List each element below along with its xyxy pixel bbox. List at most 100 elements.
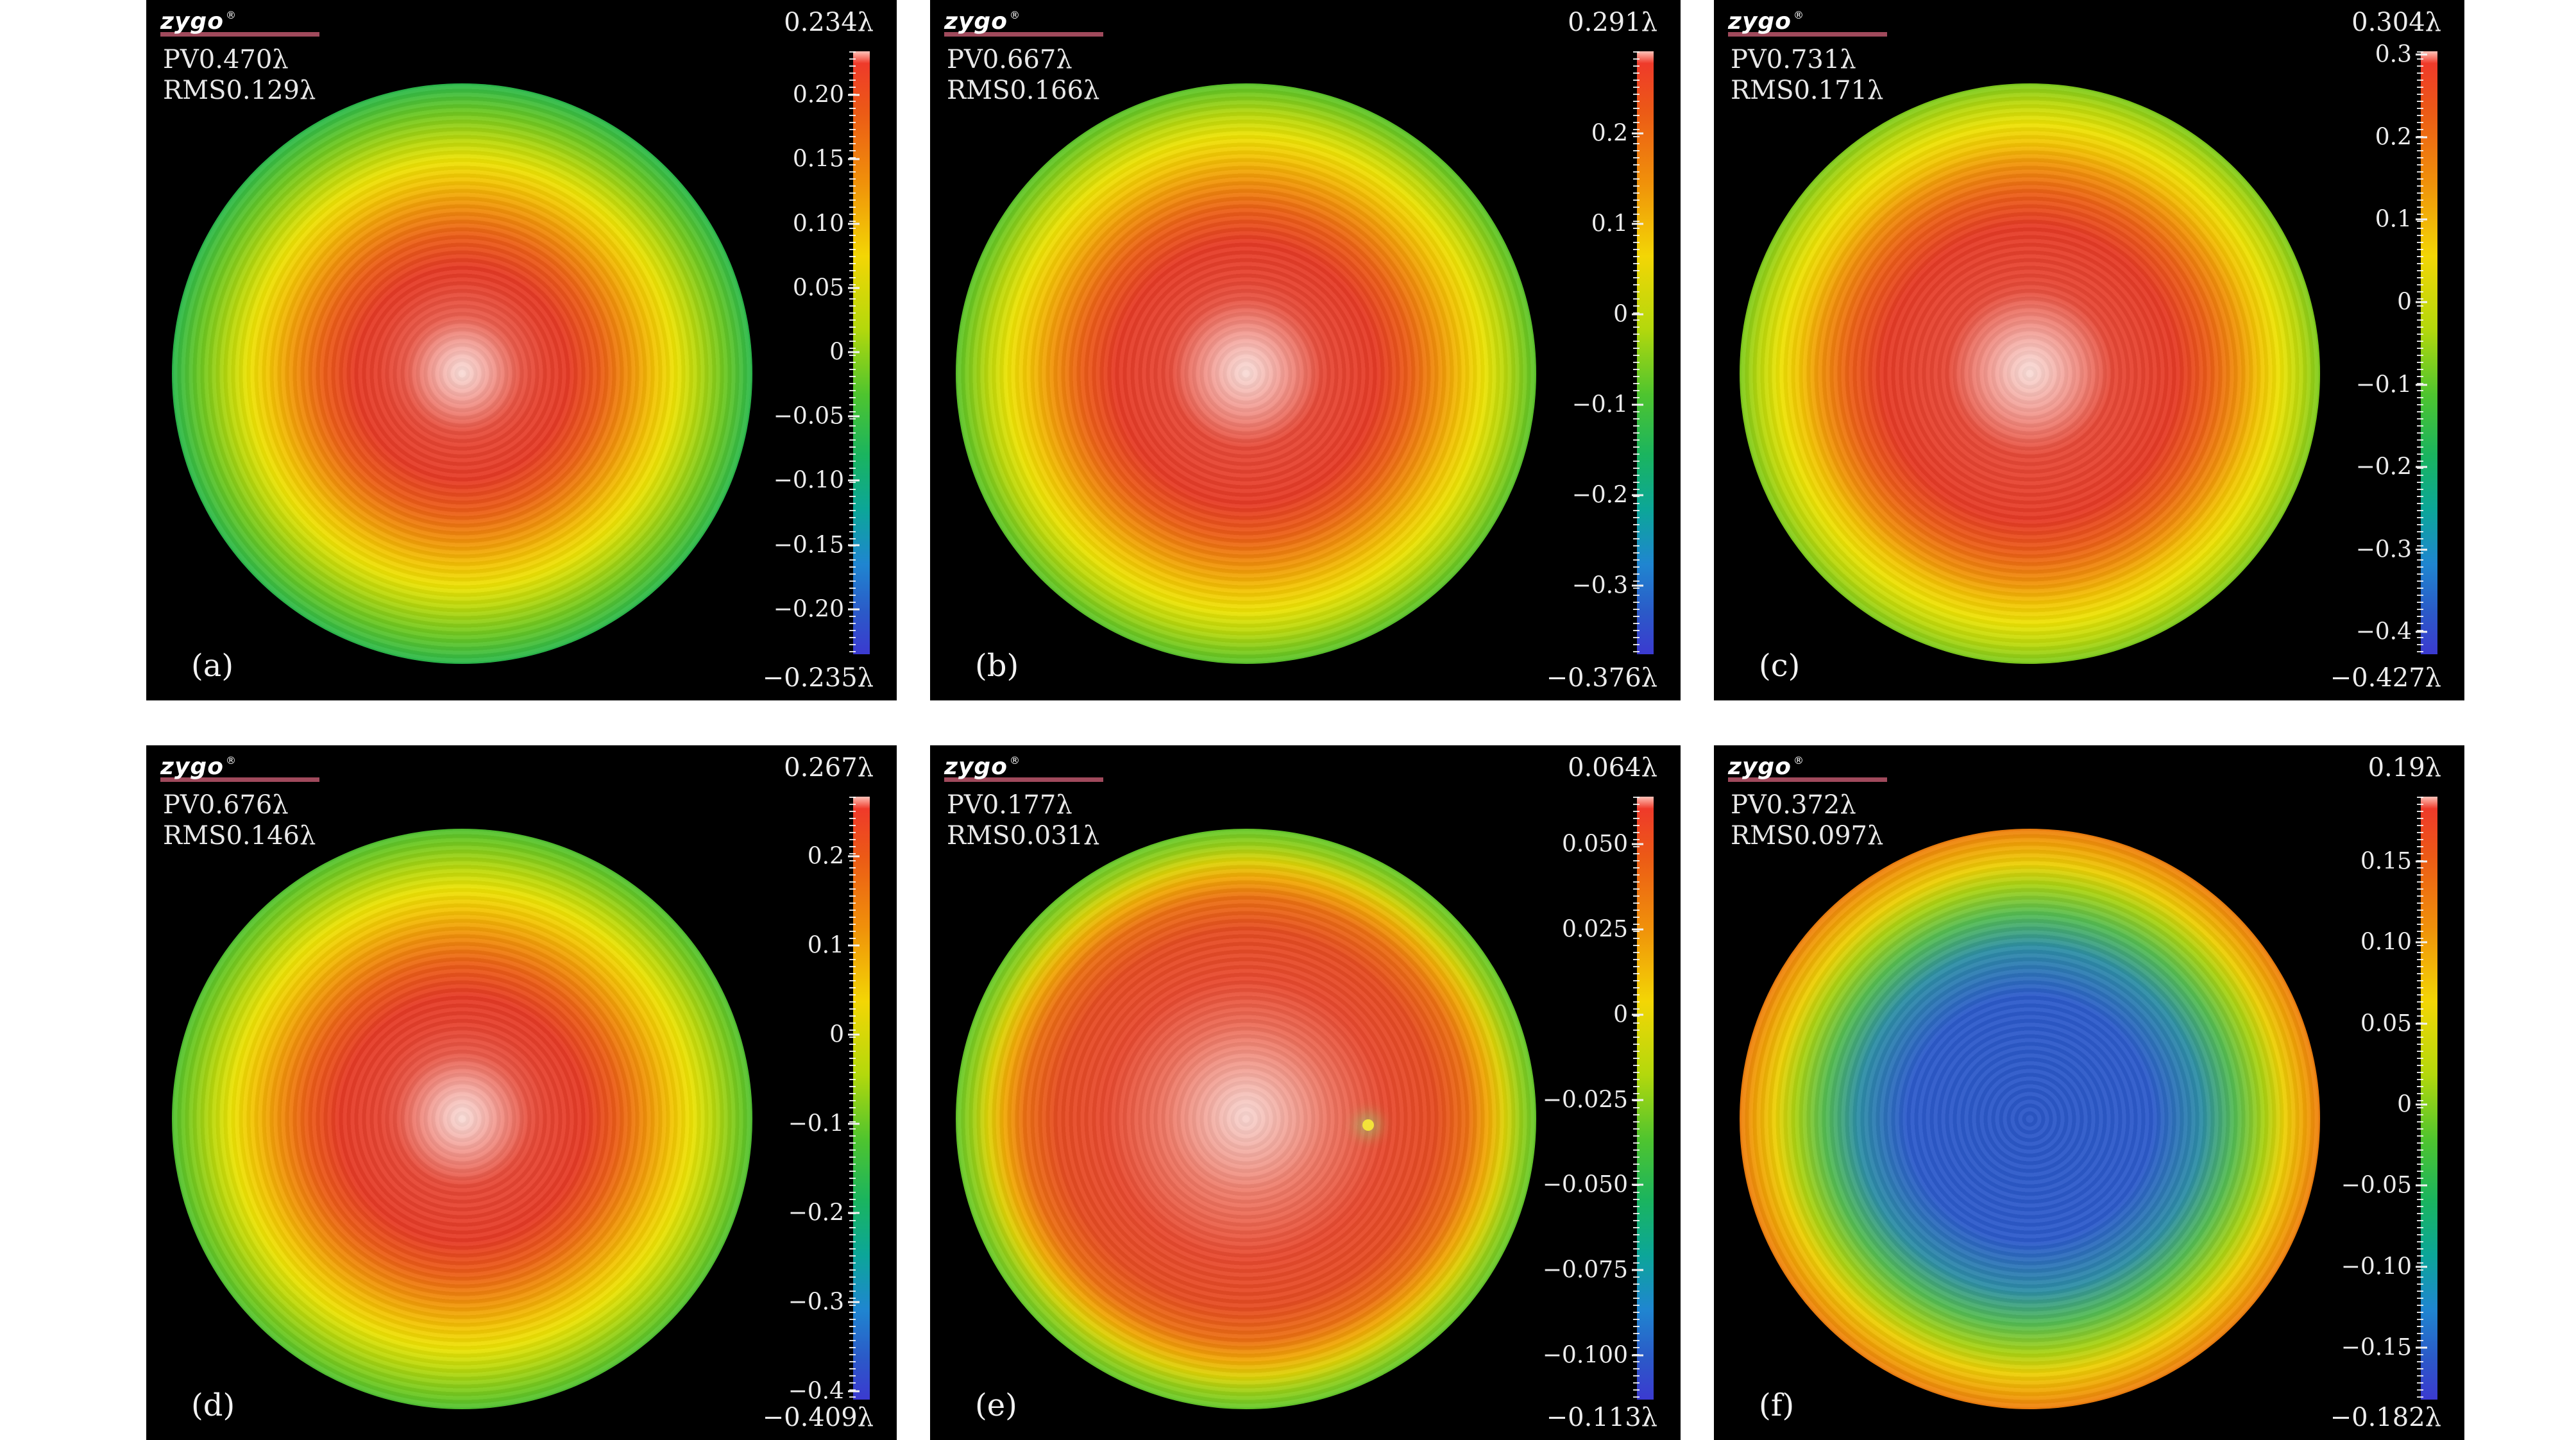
rms-value: RMS0.146λ — [163, 821, 316, 851]
colorbar-tick-mark — [1632, 843, 1643, 845]
logo-reg-mark: ® — [226, 754, 236, 767]
panel-letter: (a) — [191, 648, 234, 684]
colorbar-tick-mark — [848, 1390, 860, 1393]
colorbar-tick-label: 0.050 — [1561, 831, 1628, 858]
colorbar-tick-label: −0.100 — [1542, 1342, 1628, 1369]
logo-text: zygo — [944, 8, 1008, 35]
colorbar-tick-label: −0.050 — [1542, 1171, 1628, 1198]
colorbar-tick-label: 0.2 — [807, 843, 844, 870]
colorbar-tick-label: −0.1 — [1572, 391, 1628, 418]
colorbar-tick-mark — [848, 1122, 860, 1125]
colorbar-ticks: 0.15 0.10 0.05 0 −0.05 −0.10 −0.15 — [1714, 797, 2464, 1400]
colorbar-tick-mark — [1632, 928, 1643, 931]
colorbar-tick-mark — [2416, 466, 2427, 468]
colorbar-ticks: 0.2 0.1 0 −0.1 −0.2 −0.3 −0.4 — [146, 797, 897, 1405]
colorbar-tick-label: 0.05 — [2360, 1010, 2412, 1037]
colorbar-min-label: −0.113λ — [1546, 1403, 1657, 1432]
rms-value: RMS0.129λ — [163, 76, 316, 105]
colorbar-tick-mark — [848, 1212, 860, 1214]
colorbar-tick-label: −0.15 — [773, 532, 844, 559]
colorbar-tick-mark — [848, 351, 860, 353]
colorbar-tick-mark — [2416, 1184, 2427, 1187]
panel-letter: (b) — [975, 648, 1019, 684]
colorbar-min-label: −0.427λ — [2330, 663, 2441, 693]
zygo-logo: zygo ® — [159, 9, 352, 42]
colorbar-tick-mark — [1632, 403, 1643, 406]
colorbar-strip — [1633, 51, 1654, 654]
colorbar-tick-label: −0.2 — [1572, 482, 1628, 509]
logo-text: zygo — [160, 754, 224, 780]
pv-value: PV0.667λ — [947, 45, 1072, 74]
zygo-logo: zygo ® — [943, 9, 1135, 42]
colorbar-tick-mark — [1632, 494, 1643, 496]
logo-reg-mark: ® — [1010, 754, 1020, 767]
logo-underline — [160, 32, 319, 37]
colorbar-strip — [2417, 797, 2437, 1400]
colorbar-tick-mark — [848, 287, 860, 289]
panel-letter: (d) — [191, 1387, 235, 1423]
colorbar-tick-mark — [2416, 136, 2427, 139]
colorbar-tick-label: 0.10 — [792, 210, 844, 237]
pv-value: PV0.470λ — [163, 45, 289, 74]
zygo-logo: zygo ® — [1727, 9, 1919, 42]
colorbar-tick-mark — [848, 1301, 860, 1303]
colorbar-tick-label: −0.20 — [773, 596, 844, 623]
colorbar-min-label: −0.235λ — [762, 663, 874, 693]
logo-reg-mark: ® — [226, 9, 236, 21]
logo-reg-mark: ® — [1793, 9, 1804, 21]
colorbar-tick-label: −0.075 — [1542, 1257, 1628, 1283]
colorbar-tick-label: −0.15 — [2341, 1334, 2412, 1361]
colorbar-tick-label: 0 — [2397, 1091, 2412, 1118]
wavefront-map — [956, 83, 1536, 664]
colorbar-tick-label: 0 — [829, 1021, 844, 1048]
colorbar-max-label: 0.19λ — [2368, 753, 2441, 783]
colorbar-tick-label: 0.15 — [792, 146, 844, 173]
pv-value: PV0.177λ — [947, 790, 1072, 820]
logo-underline — [944, 777, 1103, 782]
pv-value: PV0.372λ — [1731, 790, 1856, 820]
logo-underline — [160, 777, 319, 782]
colorbar-tick-label: 0.15 — [2360, 848, 2412, 875]
colorbar-tick-mark — [848, 944, 860, 947]
colorbar-strip — [849, 797, 870, 1400]
colorbar-tick-label: −0.10 — [773, 467, 844, 494]
colorbar-tick-label: −0.4 — [2355, 618, 2412, 645]
colorbar-tick-label: 0.025 — [1561, 916, 1628, 943]
logo-text: zygo — [160, 8, 224, 35]
colorbar-tick-label: −0.4 — [788, 1378, 844, 1405]
wavefront-map — [1740, 83, 2320, 664]
colorbar-tick-mark — [2416, 218, 2427, 221]
colorbar-tick-label: −0.3 — [788, 1289, 844, 1316]
logo-underline — [1728, 32, 1887, 37]
colorbar-tick-label: −0.2 — [788, 1199, 844, 1226]
colorbar-tick-mark — [2416, 1266, 2427, 1268]
logo-underline — [1728, 777, 1887, 782]
colorbar-tick-mark — [2416, 1346, 2427, 1349]
pv-value: PV0.676λ — [163, 790, 289, 820]
colorbar-tick-mark — [2416, 53, 2427, 56]
colorbar-tick-label: −0.05 — [773, 403, 844, 430]
colorbar-ticks: 0.20 0.15 0.10 0.05 0 −0.05 −0.10 −0.15 −0.20 — [146, 51, 897, 654]
colorbar-tick-mark — [1632, 1099, 1643, 1101]
colorbar-max-label: 0.267λ — [784, 753, 874, 783]
rms-value: RMS0.166λ — [947, 76, 1100, 105]
wavefront-map — [1740, 829, 2320, 1409]
colorbar-tick-mark — [2416, 301, 2427, 303]
colorbar-tick-mark — [1632, 584, 1643, 587]
colorbar-min-label: −0.409λ — [762, 1403, 874, 1432]
rms-value: RMS0.171λ — [1731, 76, 1884, 105]
colorbar-tick-mark — [1632, 132, 1643, 135]
zygo-logo: zygo ® — [159, 754, 352, 788]
pv-value: PV0.731λ — [1731, 45, 1856, 74]
colorbar-max-label: 0.064λ — [1568, 753, 1657, 783]
colorbar-tick-label: 0.1 — [2375, 206, 2412, 233]
colorbar-tick-label: −0.2 — [2355, 453, 2412, 480]
colorbar-tick-label: 0.2 — [1591, 120, 1628, 147]
colorbar-tick-label: −0.025 — [1542, 1087, 1628, 1114]
colorbar-tick-label: 0 — [1613, 1001, 1628, 1028]
colorbar-tick-mark — [2416, 941, 2427, 944]
panel-a: zygo ® PV0.470λ RMS0.129λ 0.20 0.15 0.10 0.… — [146, 0, 897, 700]
colorbar-tick-label: −0.1 — [2355, 371, 2412, 398]
colorbar-max-label: 0.304λ — [2351, 8, 2441, 37]
